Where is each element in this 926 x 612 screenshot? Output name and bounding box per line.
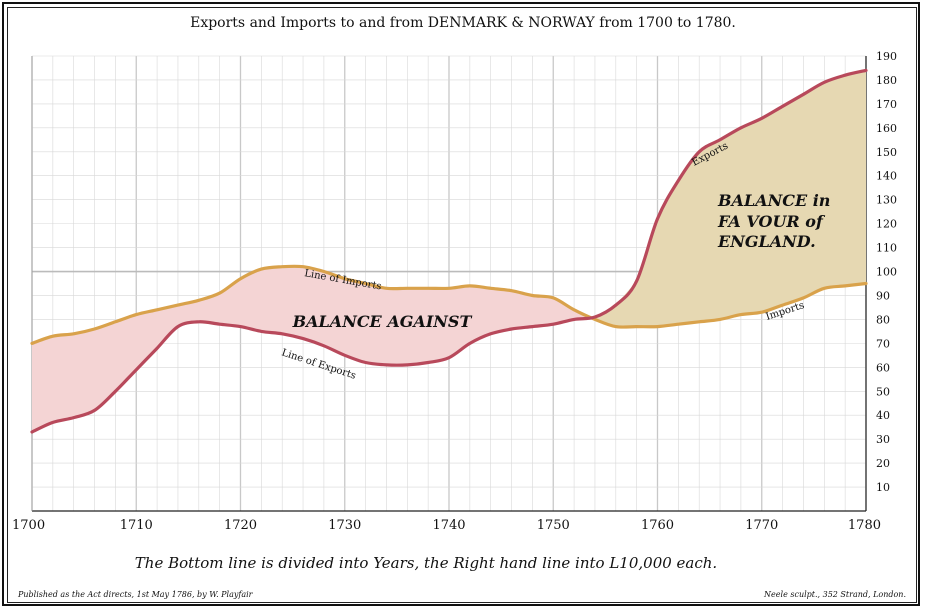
y-tick-label: 160 [876, 122, 897, 135]
x-tick-label: 1700 [12, 518, 45, 533]
y-tick-label: 90 [876, 289, 890, 302]
y-tick-label: 50 [876, 385, 890, 398]
y-tick-label: 190 [876, 50, 897, 63]
balance-favour-area [590, 70, 866, 327]
y-tick-label: 180 [876, 74, 897, 87]
chart-title: Exports and Imports to and from DENMARK … [190, 15, 736, 31]
y-tick-label: 60 [876, 361, 890, 374]
y-tick-label: 30 [876, 433, 890, 446]
y-tick-label: 120 [876, 218, 897, 231]
x-tick-label: 1780 [848, 518, 881, 533]
y-tick-label: 170 [876, 98, 897, 111]
series-lines [30, 68, 868, 434]
y-tick-label: 130 [876, 194, 897, 207]
y-tick-label: 10 [876, 481, 890, 494]
y-tick-label: 40 [876, 409, 890, 422]
x-tick-label: 1720 [224, 518, 257, 533]
y-tick-label: 70 [876, 337, 890, 350]
imports-line [30, 264, 868, 345]
footer-engraver: Neele sculpt., 352 Strand, London. [763, 590, 906, 599]
outer-frame [2, 2, 920, 606]
x-tick-label: 1730 [328, 518, 361, 533]
y-tick-label: 140 [876, 170, 897, 183]
y-tick-label: 100 [876, 266, 897, 279]
balance-favour-label-line3: ENGLAND. [717, 232, 816, 251]
axis-caption: The Bottom line is divided into Years, t… [135, 554, 717, 572]
x-tick-label: 1760 [641, 518, 674, 533]
y-axis-ticks: 10 20 30 40 50 60 70 80 90 100 110 120 130 140 150 160 1… [876, 50, 897, 494]
balance-against-label: BALANCE AGAINST [292, 312, 473, 331]
y-tick-label: 20 [876, 457, 890, 470]
balance-favour-label-line2: FA VOUR of [717, 212, 826, 231]
footer-publisher: Published as the Act directs, 1st May 17… [17, 590, 254, 599]
x-tick-label: 1770 [745, 518, 778, 533]
y-tick-label: 110 [876, 242, 897, 255]
inner-frame [7, 7, 917, 603]
y-tick-label: 150 [876, 146, 897, 159]
x-tick-label: 1750 [537, 518, 570, 533]
x-tick-label: 1710 [120, 518, 153, 533]
balance-favour-label-line1: BALANCE in [717, 191, 830, 210]
x-tick-label: 1740 [432, 518, 465, 533]
x-axis-ticks: 1700 1710 1720 1730 1740 1750 1760 1770 1780 [12, 518, 881, 533]
exports-line [30, 68, 868, 434]
y-tick-label: 80 [876, 313, 890, 326]
